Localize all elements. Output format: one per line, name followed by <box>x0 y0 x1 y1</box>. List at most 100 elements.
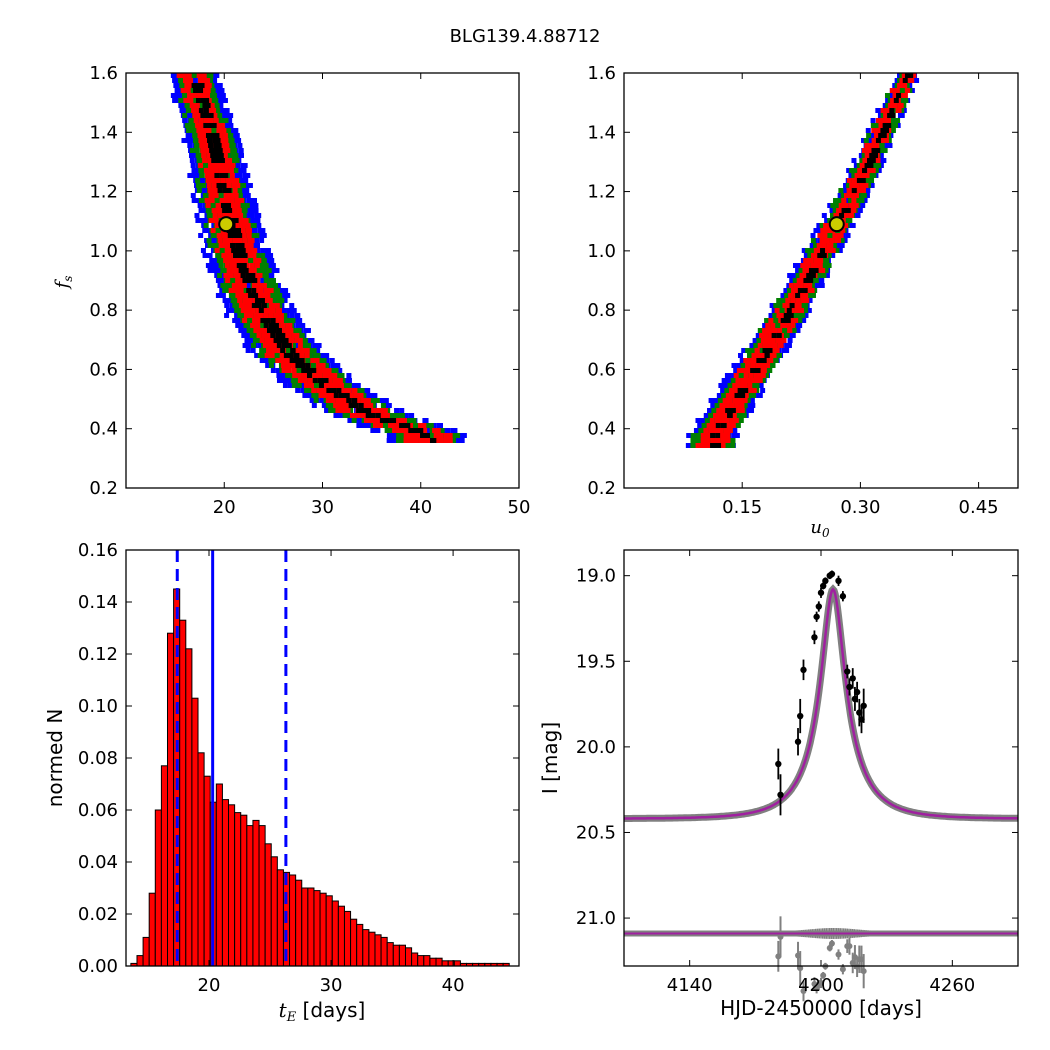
contour-cell <box>811 283 825 288</box>
contour-cell <box>776 333 782 338</box>
contour-cell <box>806 273 816 278</box>
contour-cell <box>241 333 257 338</box>
contour-cell <box>760 388 766 393</box>
contour-cell <box>742 408 755 413</box>
contour-cell <box>446 433 461 438</box>
contour-cell <box>335 398 351 403</box>
contour-cell <box>245 228 252 233</box>
contour-cell <box>204 83 212 88</box>
contour-cell <box>780 323 791 328</box>
data-point <box>860 702 867 709</box>
contour-cell <box>252 338 263 343</box>
contour-cell <box>248 293 259 298</box>
contour-cell <box>725 393 741 398</box>
contour-cell <box>318 393 334 398</box>
contour-cell <box>223 193 239 198</box>
best-fit-marker <box>828 216 845 233</box>
contour-cell <box>700 443 711 448</box>
contour-cell <box>241 268 257 273</box>
data-point <box>794 738 802 745</box>
contour-cell <box>790 298 796 303</box>
histogram-bar <box>270 856 278 967</box>
contour-cell <box>771 353 782 358</box>
contour-cell <box>720 388 726 393</box>
contour-cell <box>268 323 279 328</box>
contour-cell <box>284 338 295 343</box>
contour-cell <box>380 408 388 413</box>
contour-cell <box>249 263 255 268</box>
contour-cell <box>864 143 880 148</box>
contour-cell <box>311 393 317 398</box>
contour-cell <box>213 118 219 123</box>
contour-cell <box>374 413 390 418</box>
contour-cell <box>230 243 236 248</box>
contour-cell <box>792 313 806 318</box>
contour-cell <box>207 188 223 193</box>
data-point <box>839 593 847 600</box>
contour-cell <box>860 193 867 198</box>
contour-cell <box>731 363 737 368</box>
contour-cell <box>738 353 744 358</box>
x-tick-label: 20 <box>213 497 236 518</box>
contour-cell <box>263 313 269 318</box>
contour-cell <box>708 413 714 418</box>
residual-point <box>818 979 824 986</box>
contour-cell <box>769 348 780 353</box>
contour-cell <box>815 273 821 278</box>
contour-cell <box>878 133 887 138</box>
contour-cell <box>243 313 254 318</box>
histogram-bar <box>435 957 443 967</box>
histogram-bar <box>234 812 242 967</box>
contour-cell <box>184 123 200 128</box>
contour-cell <box>751 353 762 358</box>
contour-cell <box>710 438 721 443</box>
contour-cell <box>201 153 207 158</box>
contour-cell <box>239 183 253 188</box>
contour-cell <box>196 158 202 163</box>
contour-cell <box>253 328 269 333</box>
contour-cell <box>183 78 194 83</box>
contour-cell <box>199 173 205 178</box>
y-axis-label-mag: I [mag] <box>538 722 562 794</box>
x-tick-label: 4200 <box>798 975 844 996</box>
contour-cell <box>725 408 736 413</box>
histogram-bar <box>301 887 309 967</box>
contour-cell <box>902 93 908 98</box>
contour-cell <box>208 98 219 103</box>
data-point <box>844 668 851 675</box>
contour-cell <box>291 333 300 338</box>
contour-cell <box>193 178 209 183</box>
contour-cell <box>774 308 780 313</box>
contour-cell <box>221 253 232 258</box>
contour-cell <box>861 168 867 173</box>
contour-cell <box>389 418 397 423</box>
contour-cell <box>275 308 282 313</box>
contour-cell <box>225 178 240 183</box>
contour-cell <box>227 133 234 138</box>
histogram-bar <box>221 799 230 967</box>
y-tick-label: 0.4 <box>89 419 118 440</box>
contour-cell <box>348 393 354 398</box>
contour-cell <box>379 398 389 403</box>
contour-cell <box>727 413 733 418</box>
contour-cell <box>762 348 773 353</box>
contour-cell <box>851 208 857 213</box>
contour-cell <box>787 273 803 278</box>
contour-cell <box>880 113 886 118</box>
contour-cell <box>840 188 851 193</box>
contour-cell <box>897 103 904 108</box>
contour-cell <box>777 328 783 333</box>
contour-cell <box>861 148 867 153</box>
contour-cell <box>238 268 249 273</box>
contour-cell <box>210 133 220 138</box>
model-band <box>624 584 1018 822</box>
contour-cell <box>309 398 315 403</box>
contour-cell <box>224 263 230 268</box>
contour-cell <box>210 123 225 128</box>
contour-cell <box>217 213 223 218</box>
histogram-bar <box>289 874 297 967</box>
histogram-bar <box>148 892 156 967</box>
contour-cell <box>403 433 419 438</box>
contour-cell <box>363 403 374 408</box>
contour-cell <box>904 88 911 93</box>
